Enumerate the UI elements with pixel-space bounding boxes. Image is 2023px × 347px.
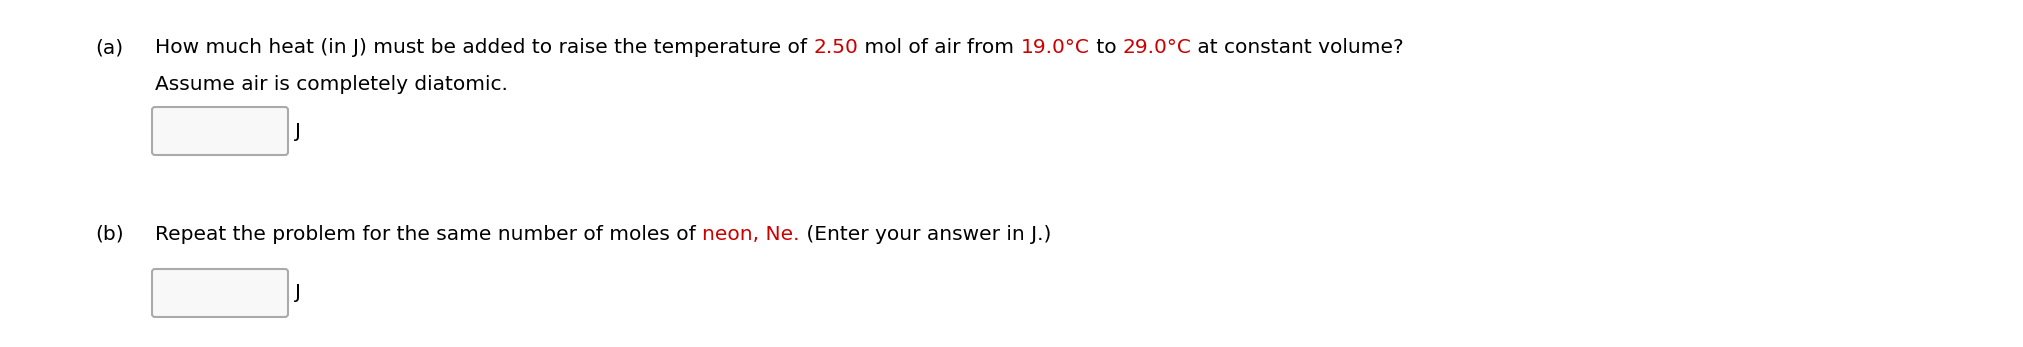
- Text: Assume air is completely diatomic.: Assume air is completely diatomic.: [156, 75, 508, 94]
- Text: How much heat (in J) must be added to raise the temperature of: How much heat (in J) must be added to ra…: [156, 38, 813, 57]
- FancyBboxPatch shape: [152, 269, 287, 317]
- Text: at constant volume?: at constant volume?: [1192, 38, 1404, 57]
- Text: J: J: [295, 283, 301, 303]
- Text: (a): (a): [95, 38, 123, 57]
- Text: 2.50: 2.50: [813, 38, 858, 57]
- Text: 29.0°C: 29.0°C: [1123, 38, 1192, 57]
- Text: (b): (b): [95, 225, 123, 244]
- Text: 19.0°C: 19.0°C: [1020, 38, 1088, 57]
- Text: to: to: [1088, 38, 1123, 57]
- Text: Repeat the problem for the same number of moles of: Repeat the problem for the same number o…: [156, 225, 702, 244]
- Text: mol of air from: mol of air from: [858, 38, 1020, 57]
- Text: neon, Ne.: neon, Ne.: [702, 225, 799, 244]
- Text: J: J: [295, 121, 301, 141]
- FancyBboxPatch shape: [152, 107, 287, 155]
- Text: (Enter your answer in J.): (Enter your answer in J.): [799, 225, 1050, 244]
